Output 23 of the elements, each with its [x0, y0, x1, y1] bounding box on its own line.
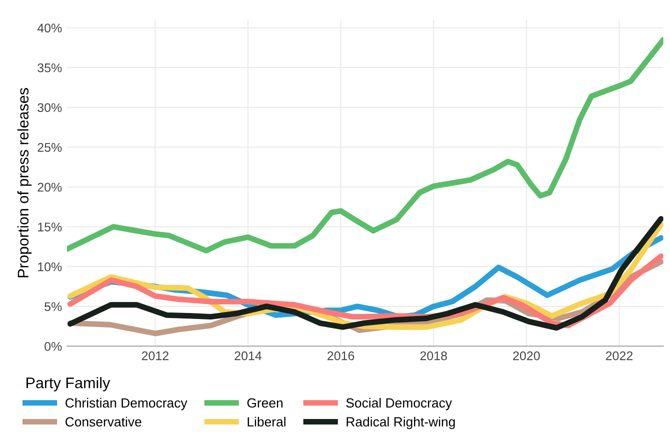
legend-title: Party Family [26, 377, 110, 392]
y-tick-label: 20% [38, 182, 62, 192]
legend-label: Liberal [248, 416, 286, 427]
legend-label: Green [247, 398, 282, 408]
x-tick-label: 2012 [142, 351, 168, 360]
x-tick-label: 2020 [513, 351, 540, 360]
y-tick-label: 10% [38, 262, 62, 272]
x-tick-label: 2014 [234, 351, 262, 360]
x-tick-label: 2016 [328, 351, 354, 360]
y-tick-label: 30% [38, 103, 62, 112]
y-tick-label: 5% [44, 302, 62, 312]
legend-label: Radical Right-wing [346, 416, 455, 430]
legend-label: Christian Democracy [66, 398, 188, 410]
legend-label: Social Democracy [346, 398, 452, 410]
x-tick-label: 2018 [420, 351, 447, 360]
x-tick-label: 2022 [606, 351, 632, 360]
y-tick-label: 25% [38, 143, 62, 152]
y-tick-label: 40% [37, 24, 62, 32]
y-tick-label: 0% [44, 342, 62, 351]
legend-label: Conservative [66, 416, 142, 427]
y-tick-label: 15% [38, 222, 62, 232]
y-tick-label: 35% [38, 63, 62, 72]
y-axis-title: Proportion of press releases [17, 88, 32, 278]
